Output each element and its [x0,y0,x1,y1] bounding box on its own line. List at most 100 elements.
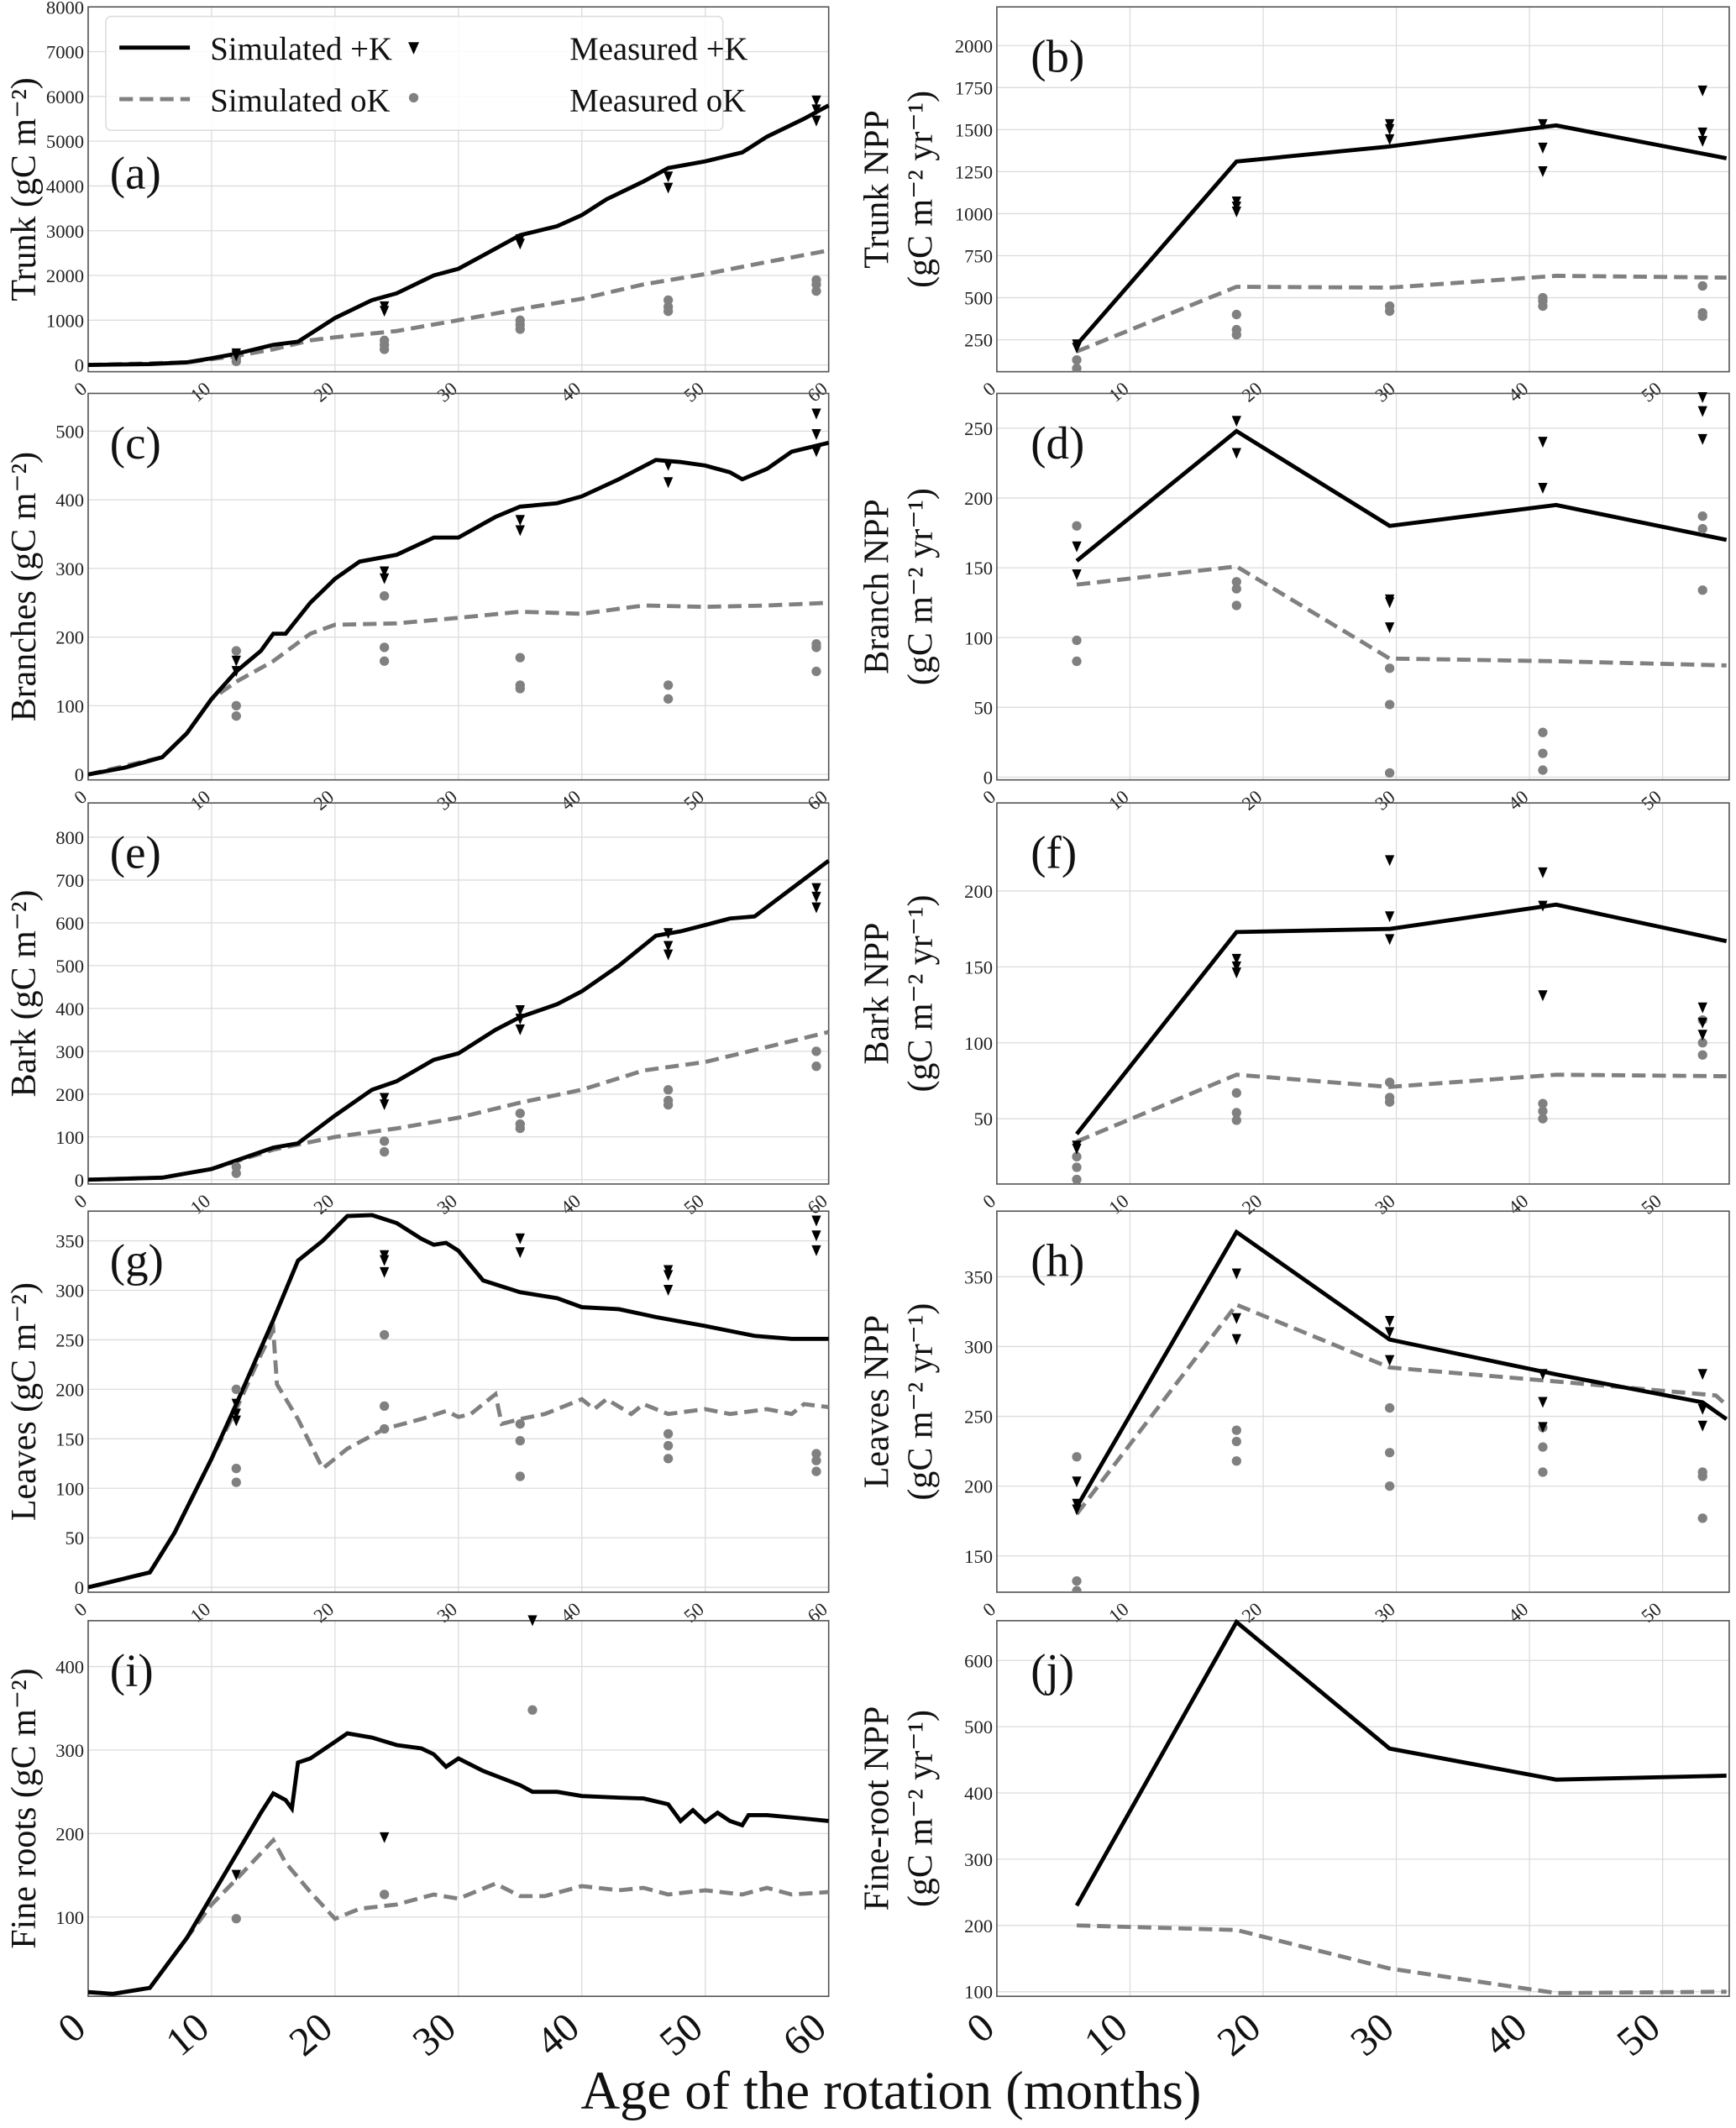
plot-area [1072,1229,1728,1592]
y-tick-label: 1750 [955,77,993,98]
measured-k-point [1231,206,1241,218]
y-tick-label: 1500 [955,119,993,140]
y-tick-label: 0 [75,764,84,785]
legend-label-sim-ok: Simulated oK [210,83,390,119]
measured-ok-point [1697,585,1707,595]
x-tick-label: 30 [433,1598,461,1627]
measured-ok-point [663,694,674,704]
plot-frame [996,6,1730,373]
measured-ok-point [1072,656,1082,667]
plot-frame [996,1620,1730,1998]
measured-k-point [663,171,674,183]
measured-k-point [1538,1369,1548,1381]
measured-ok-point [1697,1513,1707,1523]
series-simulated-k-line [1075,428,1728,563]
measured-ok-point [811,286,821,296]
y-tick-label: 350 [55,1231,84,1252]
x-tick-label: 60 [804,1190,831,1219]
measured-ok-point [231,1464,241,1474]
measured-ok-point [379,1136,390,1146]
y-tick-label: 1000 [955,204,993,225]
measured-ok-point [515,653,525,663]
measured-ok-point [1538,727,1548,737]
y-axis-label: Branch NPP [858,499,897,674]
measured-k-point [1384,622,1395,634]
x-tick-label: 20 [310,1190,338,1219]
measured-k-point [811,891,821,903]
y-tick-label: 6000 [46,86,84,107]
measured-k-point [811,115,821,127]
measured-k-point [811,95,821,107]
x-tick-label: 40 [1504,786,1532,815]
plot-frame [87,1620,830,1998]
panels: 0 10 20 30 40 50 60010002000300040005000600070… [5,0,1730,2065]
y-axis-label: Fine roots (gC m⁻²) [5,1668,44,1948]
y-axis-label: Branches (gC m⁻²) [5,452,44,721]
y-tick-label: 100 [964,1033,993,1054]
y-tick-label: 600 [964,1650,993,1671]
measured-ok-point [1072,635,1082,646]
plot-frame [87,1210,830,1593]
x-tick-label: 60 [775,2005,835,2065]
measured-ok-point [663,1099,674,1110]
measured-k-point [1072,569,1082,580]
measured-k-point [379,1832,390,1843]
measured-k-point [663,182,674,194]
y-tick-label: 1250 [955,161,993,182]
measured-k-point [1384,1327,1395,1339]
legend-label-meas-k: Measured +K [569,31,747,67]
measured-ok-point [379,1423,390,1434]
series-simulated-ok-line [1076,564,1727,668]
x-tick-label: 20 [310,378,338,406]
measured-k-point [1538,142,1548,154]
measured-k-point [1538,165,1548,177]
measured-k-point [1231,1334,1241,1345]
panel-label: (j) [1031,1644,1074,1696]
measured-ok-point [1231,329,1241,340]
series-simulated-k-line [1075,123,1728,347]
x-tick-label: 60 [804,1598,831,1627]
y-tick-label: 200 [55,627,84,648]
measured-ok-point [1538,1442,1548,1452]
measured-ok-point [1697,1471,1707,1481]
y-axis-label: (gC m⁻² yr⁻¹) [901,1710,940,1907]
measured-k-point [1538,990,1548,1002]
legend-label-meas-ok: Measured oK [569,83,746,119]
y-tick-label: 700 [55,870,84,891]
measured-k-point [231,1408,241,1420]
measured-ok-point [811,1061,821,1072]
measured-ok-point [1384,306,1395,317]
series-simulated-ok-line [1075,1302,1728,1516]
measured-k-point [663,477,674,489]
measured-ok-point [379,590,390,601]
y-tick-label: 0 [75,1577,84,1598]
measured-ok-point [1231,1115,1241,1125]
x-tick-label: 50 [680,786,708,815]
x-tick-label: 30 [433,378,461,406]
measured-ok-point [811,1046,821,1056]
measured-ok-point [811,1449,821,1459]
y-tick-label: 100 [55,1127,84,1148]
plot-frame [996,392,1730,781]
measured-ok-point [515,684,525,694]
x-tick-label: 50 [1637,786,1665,815]
x-tick-label: 50 [1609,2005,1669,2065]
x-tick-label: 30 [1371,1598,1398,1627]
panel-a: 0 10 20 30 40 50 60010002000300040005000600070… [5,0,831,406]
measured-k-point [811,429,821,440]
y-tick-label: 200 [964,488,993,509]
x-tick-label: 40 [1504,1190,1532,1219]
panel-g: 0 10 20 30 40 50 60 0 50 100 150 200 250 300 350 (g) Lea… [5,1210,831,1627]
x-tick-label: 10 [186,1190,214,1219]
x-tick-label: 20 [310,786,338,815]
measured-ok-point [1231,577,1241,587]
measured-ok-point [1697,311,1707,322]
series-simulated-ok-line [1076,1072,1727,1144]
y-axis-label: (gC m⁻² yr⁻¹) [901,895,940,1093]
measured-ok-point [1538,1106,1548,1116]
measured-k-point [231,1869,241,1881]
x-tick-label: 40 [528,2005,588,2065]
measured-ok-point [1072,354,1082,365]
